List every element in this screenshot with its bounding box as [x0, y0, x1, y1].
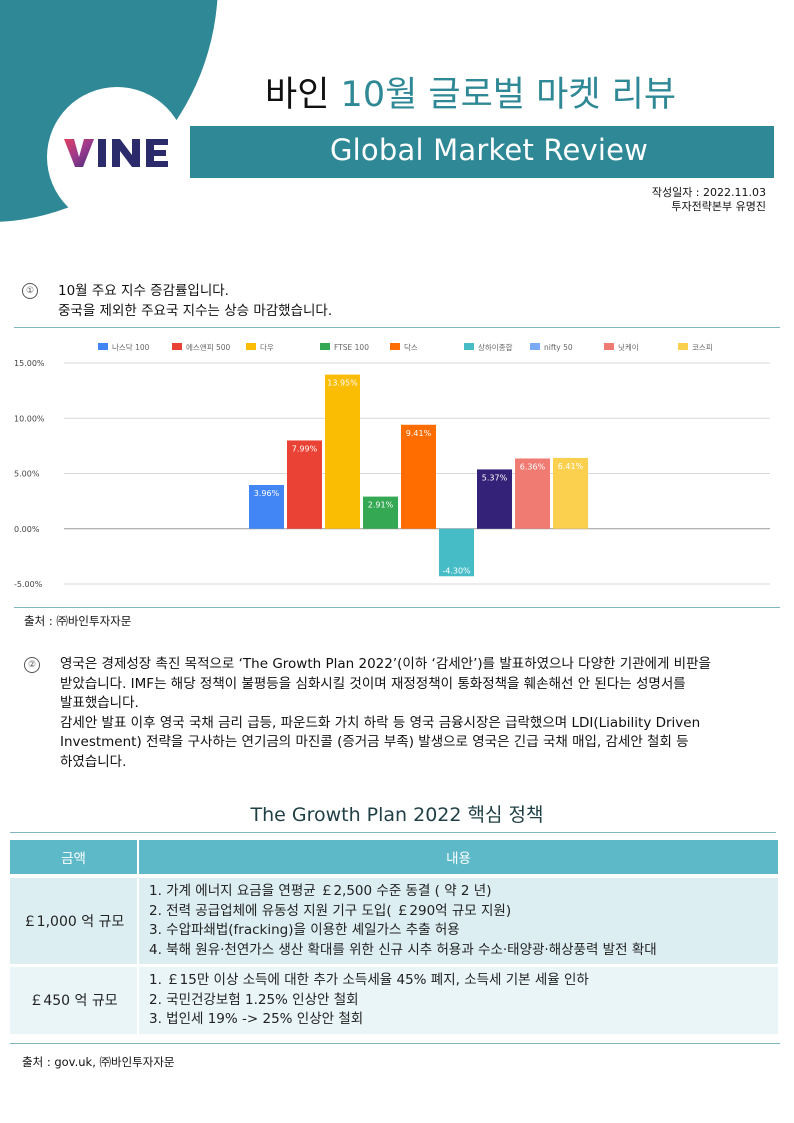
bar: [439, 528, 474, 577]
amount-cell: ￡1,000 억 규모: [10, 874, 139, 966]
legend-label: nifty 50: [544, 343, 573, 352]
column-header-content: 내용: [138, 840, 778, 876]
index-change-bar-chart: 나스닥 100 에스앤피 500 다우 FTSE 100 닥스 상하이종합 nifty 50…: [14, 342, 770, 589]
data-label: 2.91%: [368, 501, 394, 510]
policy-item: 3. 수압파쇄법(fracking)을 이용한 셰일가스 추출 허용: [149, 922, 460, 938]
table-header-row: 금액 내용: [10, 840, 778, 876]
y-tick-label: -5.00%: [14, 580, 43, 589]
legend-label: 닥스: [404, 342, 418, 352]
legend-swatch: [390, 343, 400, 350]
amount-cell: ￡450 억 규모: [10, 964, 139, 1034]
bar: [249, 484, 284, 529]
date-line: 작성일자 : 2022.11.03: [651, 186, 766, 199]
bar: [401, 424, 436, 529]
y-tick-label: 0.00%: [14, 525, 40, 534]
policy-item: 2. 국민건강보험 1.25% 인상안 철회: [149, 991, 359, 1008]
policy-item: 2. 전력 공급업체에 유동성 지원 기구 도입( ￡290억 규모 지원): [149, 902, 512, 919]
legend-label: 코스피: [692, 343, 713, 352]
section-2-text: 영국은 경제성장 촉진 목적으로 ‘The Growth Plan 2022’(…: [60, 655, 780, 772]
section-1-marker: ①: [22, 283, 38, 299]
section-2-line: 감세안 발표 이후 영국 국채 금리 급등, 파운드화 가치 하락 등 영국 금…: [60, 714, 701, 731]
policy-item: 1. 가계 에너지 요금을 연평균 ￡2,500 수준 동결 ( 약 2 년): [149, 883, 492, 899]
header-band: [190, 126, 774, 178]
policy-table: 금액 내용 ￡1,000 억 규모 1. 가계 에너지 요금을 연평균 ￡2,5…: [10, 840, 778, 1034]
legend-swatch: [464, 343, 474, 350]
document-meta: 작성일자 : 2022.11.03 투자전략본부 유명진: [652, 186, 766, 214]
page-subtitle: Global Market Review: [330, 133, 649, 167]
author-line: 투자전략본부 유명진: [671, 200, 766, 213]
legend-swatch: [98, 343, 108, 350]
vine-logo: [64, 139, 168, 167]
content-cell: 1. 가계 에너지 요금을 연평균 ￡2,500 수준 동결 ( 약 2 년) …: [138, 874, 778, 966]
y-tick-label: 10.00%: [14, 414, 45, 423]
legend-label: FTSE 100: [334, 343, 369, 352]
section-1-line-1: 10월 주요 지수 증감률입니다.: [58, 283, 229, 299]
section-2-line: 받았습니다. IMF는 해당 정책이 불평등을 심화시킬 것이며 재정정책이 통…: [60, 675, 686, 692]
legend-swatch: [246, 343, 256, 350]
table-row: ￡1,000 억 규모 1. 가계 에너지 요금을 연평균 ￡2,500 수준 …: [10, 874, 778, 966]
section-2-line: Investment) 전략을 구사하는 연기금의 마진콜 (증거금 부족) 발…: [60, 734, 689, 750]
y-tick-label: 5.00%: [14, 470, 40, 479]
divider: [14, 607, 780, 608]
title-prefix: 바인: [265, 75, 330, 115]
page-title: 바인 10월 글로벌 마켓 리뷰: [265, 66, 676, 117]
data-label: 3.96%: [254, 489, 280, 498]
policy-item: 4. 북해 원유·천연가스 생산 확대를 위한 신규 시추 허용과 수소·태양광…: [149, 941, 657, 958]
bar: [325, 374, 360, 529]
data-label: 5.37%: [482, 473, 508, 482]
legend-label: 닛케이: [618, 342, 639, 352]
policy-item: 3. 법인세 19% -> 25% 인상안 철회: [149, 1011, 364, 1027]
legend-label: 다우: [260, 343, 274, 352]
table-row: ￡450 억 규모 1. ￡15만 이상 소득에 대한 추가 소득세율 45% …: [10, 964, 778, 1034]
policy-item: 1. ￡15만 이상 소득에 대한 추가 소득세율 45% 폐지, 소득세 기본…: [149, 972, 589, 988]
section-2-line: 영국은 경제성장 촉진 목적으로 ‘The Growth Plan 2022’(…: [60, 656, 711, 672]
data-label: 6.41%: [558, 462, 584, 471]
bar: [553, 457, 588, 529]
section-1-line-2: 중국을 제외한 주요국 지수는 상승 마감했습니다.: [58, 303, 333, 319]
chart-bars: 3.96% 7.99% 13.95% 2.91% 9.41% -4.30% 5.37% 6.3…: [249, 374, 588, 577]
legend-label: 에스앤피 500: [186, 342, 231, 352]
divider: [14, 327, 780, 328]
section-2-marker: ②: [24, 657, 40, 673]
data-label: 6.36%: [520, 462, 546, 471]
y-tick-label: 15.00%: [14, 359, 45, 368]
title-accent: 10월 글로벌 마켓 리뷰: [340, 75, 677, 115]
bar: [515, 458, 550, 529]
data-label: 9.41%: [406, 429, 432, 438]
legend-label: 상하이종합: [478, 342, 513, 352]
section-1-text: 10월 주요 지수 증감률입니다. 중국을 제외한 주요국 지수는 상승 마감했…: [58, 281, 332, 321]
data-label: -4.30%: [442, 566, 471, 575]
chart-legend: 나스닥 100 에스앤피 500 다우 FTSE 100 닥스 상하이종합 nifty 50…: [98, 342, 713, 352]
section-2-line: 하였습니다.: [60, 753, 127, 770]
chart-grid: 15.00% 10.00% 5.00% 0.00% -5.00%: [14, 359, 770, 589]
legend-swatch: [530, 343, 540, 350]
divider: [10, 1043, 780, 1044]
table-title: The Growth Plan 2022 핵심 정책: [250, 804, 544, 826]
data-label: 13.95%: [327, 379, 358, 388]
section-2-line: 발표했습니다.: [60, 695, 139, 711]
content-cell: 1. ￡15만 이상 소득에 대한 추가 소득세율 45% 폐지, 소득세 기본…: [138, 964, 778, 1034]
legend-swatch: [604, 343, 614, 350]
legend-swatch: [172, 343, 182, 350]
legend-label: 나스닥 100: [112, 342, 150, 352]
bar: [363, 496, 398, 529]
legend-swatch: [320, 343, 330, 350]
table-source: 출처 : gov.uk, ㈜바인투자자문: [22, 1055, 175, 1069]
data-label: 7.99%: [292, 444, 318, 453]
legend-swatch: [678, 343, 688, 350]
divider: [10, 832, 776, 833]
bar: [287, 440, 322, 529]
bar: [477, 469, 512, 529]
chart-source: 출처 : ㈜바인투자자문: [24, 614, 132, 628]
column-header-amount: 금액: [10, 840, 139, 876]
